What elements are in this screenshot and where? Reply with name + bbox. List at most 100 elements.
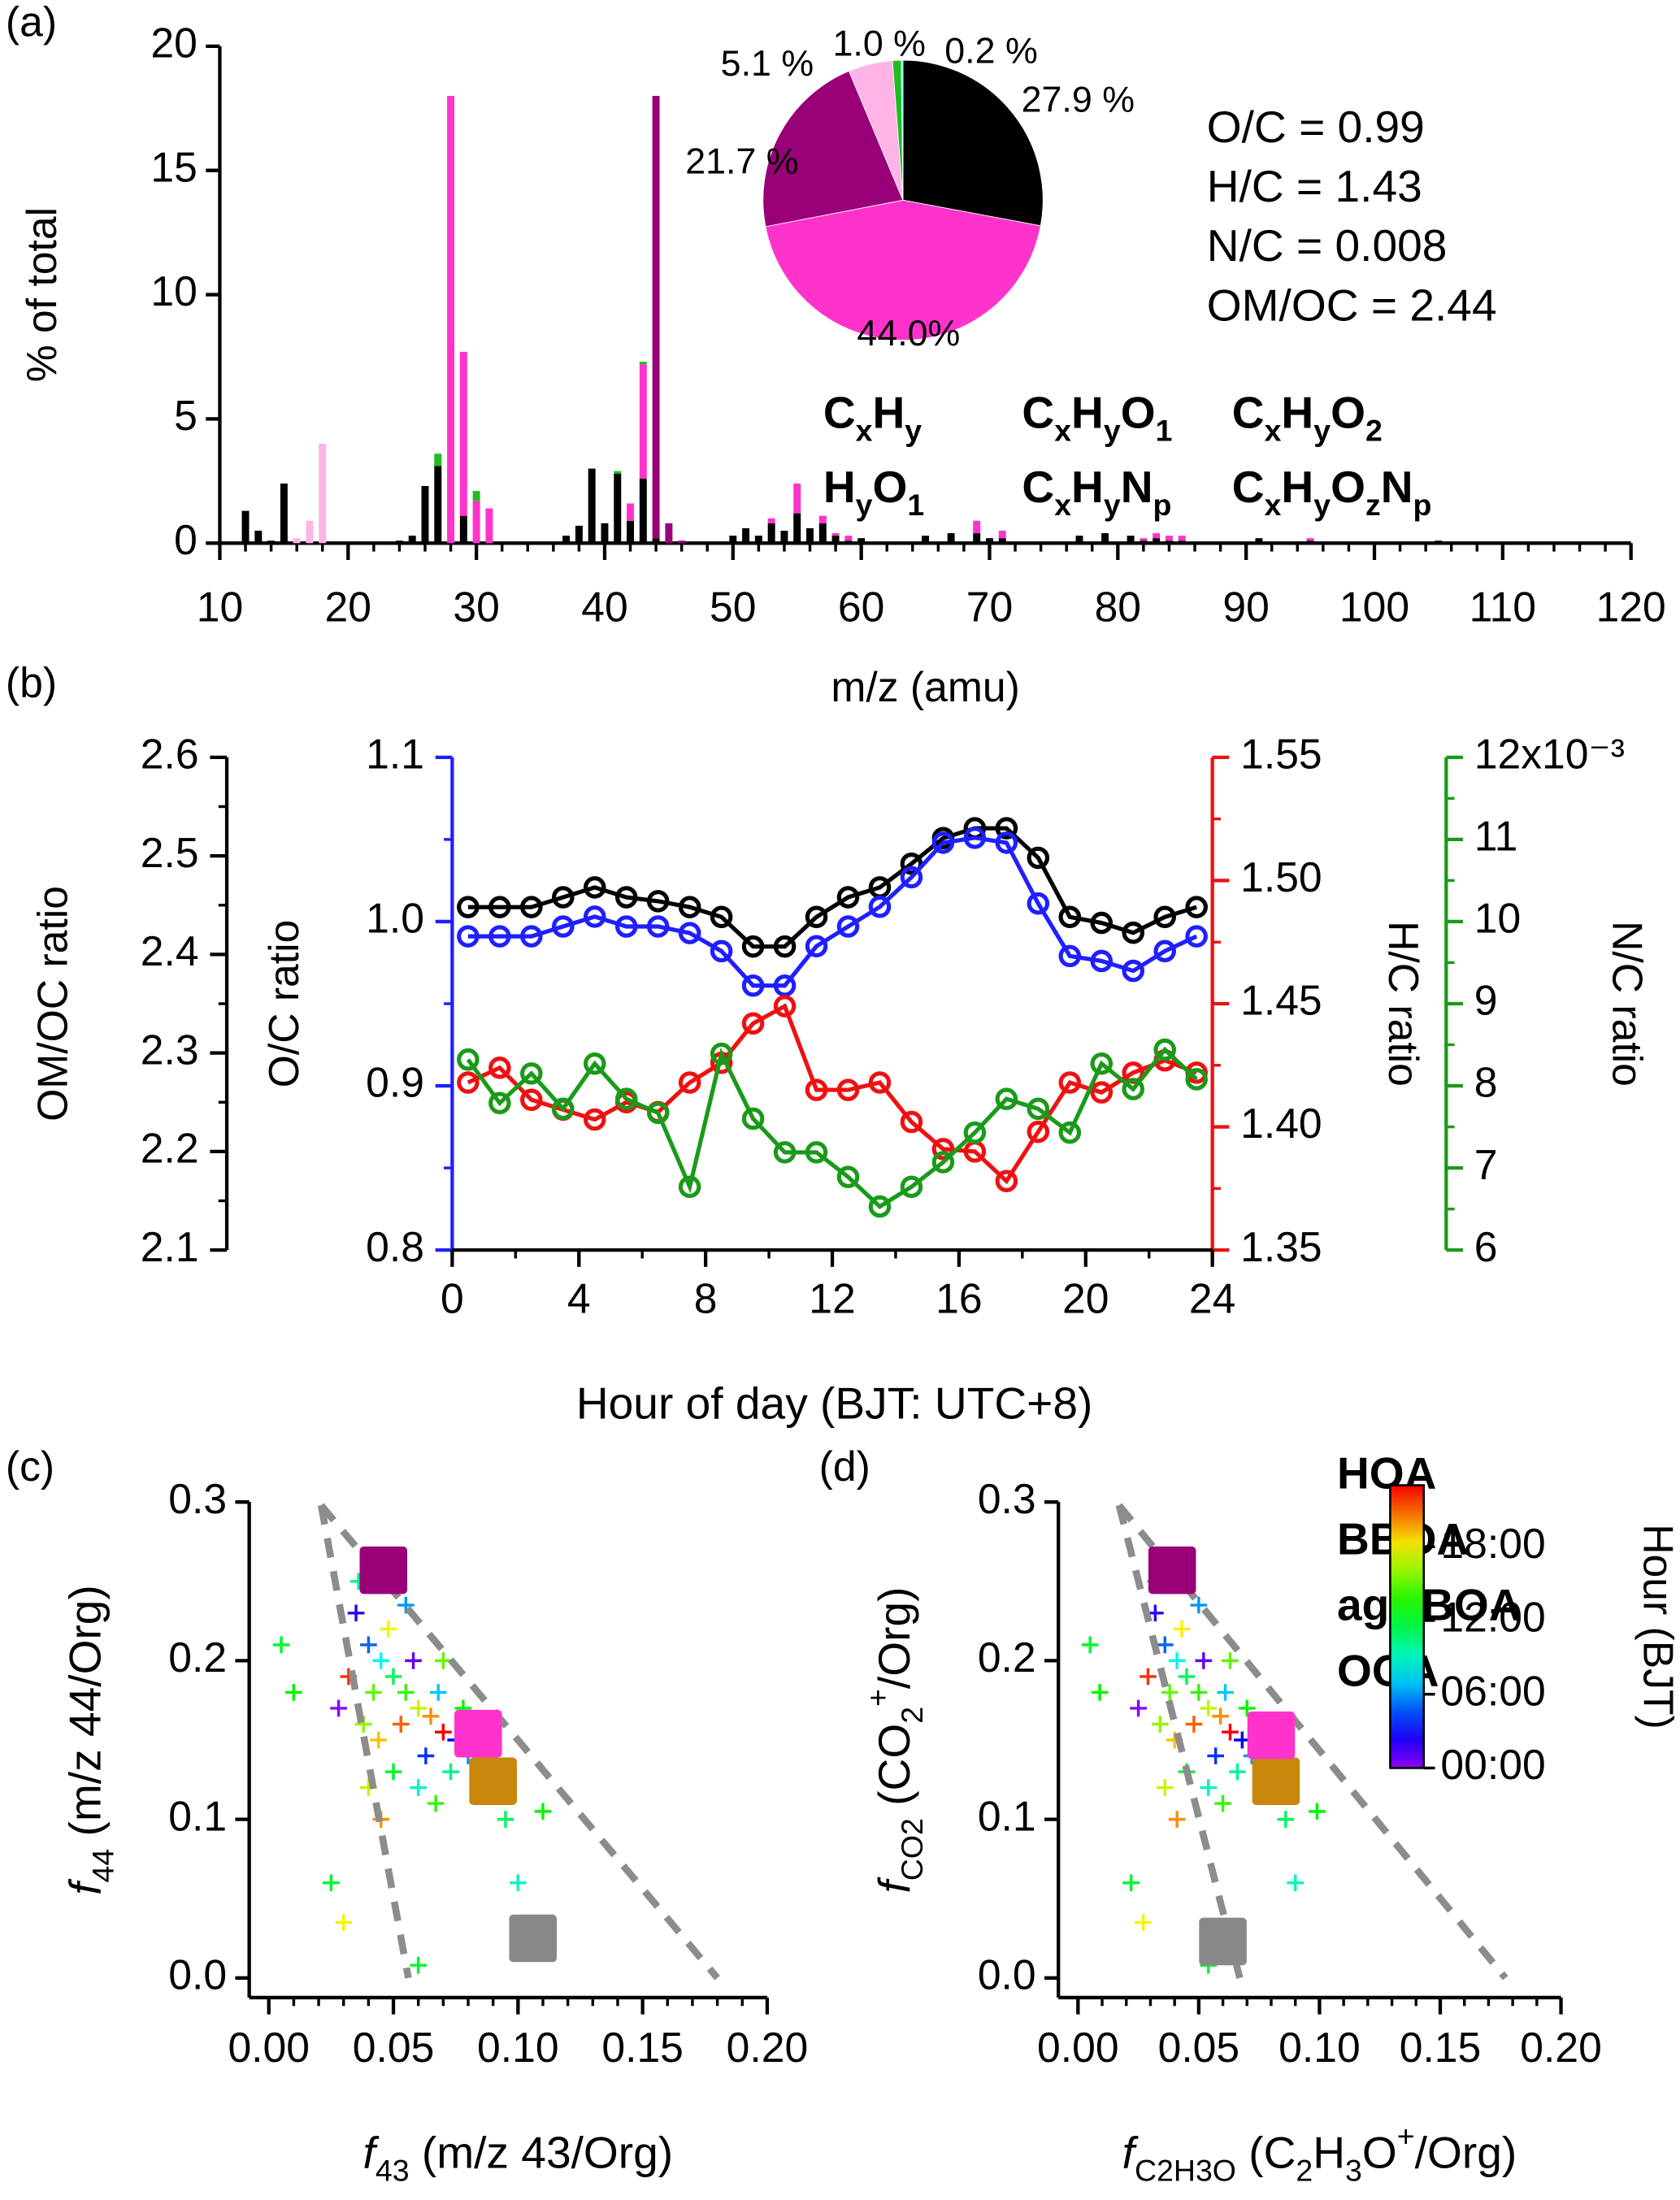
pie-label: 1.0 % <box>832 24 925 64</box>
point <box>836 1078 860 1101</box>
point <box>741 974 765 997</box>
x-tick-label: 24 <box>1189 1275 1235 1322</box>
y-tick-label: 0.1 <box>168 1792 227 1839</box>
annotation: H/C = 1.43 <box>1207 161 1422 211</box>
pie-slice <box>901 59 904 201</box>
point <box>488 1057 511 1079</box>
x-tick-label: 0.05 <box>1158 2024 1240 2071</box>
bar <box>408 536 416 544</box>
bar <box>831 536 840 544</box>
point <box>678 1071 701 1094</box>
point <box>497 1811 514 1828</box>
bar <box>459 515 467 544</box>
point <box>678 922 701 944</box>
y-tick-label: 0.3 <box>978 1475 1036 1522</box>
y-tick-label: 10 <box>150 267 197 315</box>
y-tick-label: 0.3 <box>168 1475 227 1522</box>
bar <box>1165 536 1173 541</box>
point <box>1058 1121 1082 1144</box>
point <box>347 1604 365 1622</box>
point <box>1027 1120 1050 1143</box>
bar <box>998 538 1006 544</box>
point <box>457 896 480 918</box>
bar <box>806 527 814 544</box>
x-tick-label: 60 <box>838 584 884 631</box>
point <box>1058 905 1082 929</box>
x-tick-label: 12 <box>809 1275 855 1322</box>
factor-marker <box>509 1914 558 1963</box>
bar <box>780 531 788 544</box>
point <box>360 1636 377 1654</box>
point <box>442 1763 459 1781</box>
bar <box>767 523 775 544</box>
x-tick-label: 0.00 <box>228 2024 310 2071</box>
x-tick-label: 110 <box>1469 584 1536 631</box>
point <box>1027 1097 1050 1121</box>
point <box>1173 1621 1191 1638</box>
point <box>520 925 543 948</box>
point <box>931 1138 955 1161</box>
point <box>646 915 670 938</box>
point <box>1091 1684 1109 1701</box>
legend-entry: CxHyO2 <box>1232 387 1383 447</box>
y-tick-label: 1.45 <box>1240 977 1322 1024</box>
pie-label: 44.0% <box>857 313 960 354</box>
bar <box>986 538 993 544</box>
y-tick-label: 0.9 <box>366 1059 424 1106</box>
point <box>520 1088 543 1112</box>
bar <box>767 518 775 523</box>
point <box>805 935 828 958</box>
bar <box>1306 538 1314 541</box>
point <box>427 1794 445 1812</box>
y-tick-label: 15 <box>150 143 197 190</box>
annotation: OM/OC = 2.44 <box>1207 280 1497 330</box>
point <box>773 995 797 1018</box>
bar <box>1075 536 1083 544</box>
point <box>429 1684 447 1701</box>
panel-label: (d) <box>819 1443 870 1490</box>
y-tick-label: 1.35 <box>1240 1223 1322 1270</box>
point <box>931 831 955 854</box>
factor-marker <box>469 1757 517 1806</box>
bar <box>998 531 1006 539</box>
point <box>773 935 797 958</box>
point <box>900 866 923 889</box>
colorbar-tick-label: 06:00 <box>1440 1667 1545 1714</box>
y-axis-title: H/C ratio <box>1380 921 1427 1087</box>
y-tick-label: 0.0 <box>978 1950 1036 1998</box>
legend-entry: HyO1 <box>823 461 924 521</box>
point <box>410 1699 428 1717</box>
series-line <box>467 835 1198 988</box>
point <box>900 853 923 875</box>
colorbar <box>1389 1484 1426 1769</box>
bar <box>434 453 442 466</box>
point <box>836 886 860 909</box>
bar <box>601 523 609 544</box>
point <box>995 831 1018 854</box>
point <box>1027 892 1050 915</box>
x-tick-label: 0 <box>441 1275 464 1322</box>
y-tick-label: 10 <box>1474 895 1521 942</box>
y-axis-title: N/C ratio <box>1604 921 1651 1087</box>
bar <box>1140 540 1148 544</box>
point <box>435 1652 452 1669</box>
bar <box>1435 540 1443 544</box>
point <box>1152 1716 1169 1733</box>
point <box>868 1195 892 1218</box>
point <box>1161 1684 1179 1701</box>
x-tick-label: 90 <box>1222 584 1269 631</box>
legend-entry: CxHyOzNp <box>1232 461 1432 521</box>
point <box>1122 1874 1140 1892</box>
y-tick-label: 1.50 <box>1240 853 1322 900</box>
point <box>1122 921 1145 944</box>
point <box>805 1078 828 1101</box>
x-tick-label: 8 <box>694 1275 718 1322</box>
bar <box>818 515 827 523</box>
bar <box>485 508 493 544</box>
point <box>520 1062 543 1085</box>
bar <box>1178 536 1186 541</box>
bar <box>614 471 622 474</box>
bar <box>395 540 403 544</box>
point <box>868 1071 892 1094</box>
